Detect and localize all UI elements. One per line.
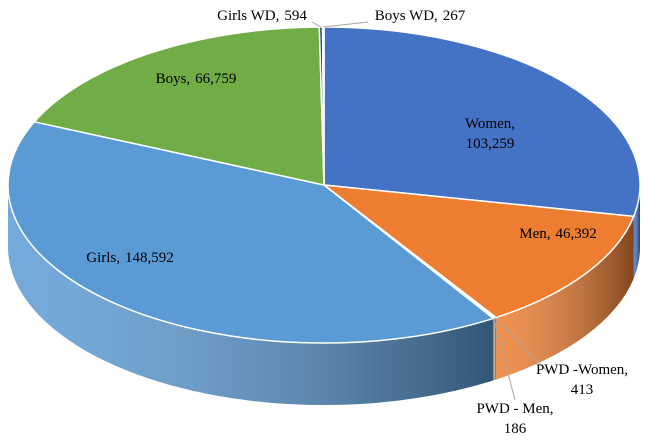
leader-line bbox=[311, 21, 322, 28]
slice-side-shade bbox=[496, 216, 634, 380]
data-label: PWD -Women, 413 bbox=[536, 362, 628, 398]
data-label: Women, 103,259 bbox=[465, 116, 515, 152]
label-separator: , bbox=[276, 8, 280, 24]
data-label: PWD - Men, 186 bbox=[476, 401, 553, 437]
label-value: 267 bbox=[443, 8, 466, 24]
slice-side-shade bbox=[494, 317, 497, 381]
label-value: 186 bbox=[504, 421, 527, 437]
leader-line bbox=[493, 318, 516, 401]
label-value: 413 bbox=[571, 382, 594, 398]
label-category: Girls WD bbox=[217, 8, 276, 24]
leader-line bbox=[494, 317, 549, 373]
slice bbox=[321, 183, 635, 319]
label-value: 103,259 bbox=[466, 136, 515, 152]
slice bbox=[323, 26, 641, 218]
label-category: PWD -Women bbox=[536, 362, 625, 378]
label-category: Women bbox=[465, 116, 512, 132]
label-separator: , bbox=[434, 8, 438, 24]
label-separator: , bbox=[547, 226, 551, 242]
label-category: Men bbox=[519, 226, 547, 242]
leader-line bbox=[323, 21, 369, 28]
label-separator: , bbox=[550, 401, 554, 417]
slice bbox=[7, 120, 495, 344]
data-label: Girls WD, 594 bbox=[217, 8, 307, 24]
label-category: Girls bbox=[86, 250, 116, 266]
label-separator: , bbox=[186, 71, 190, 87]
label-separator: , bbox=[624, 362, 628, 378]
slice-side-shade bbox=[633, 185, 640, 279]
slice bbox=[32, 26, 325, 186]
label-value: 594 bbox=[284, 8, 307, 24]
data-label: Boys WD, 267 bbox=[375, 8, 466, 24]
slice-side-shade bbox=[493, 318, 495, 381]
data-label: Boys, 66,759 bbox=[156, 71, 237, 87]
data-label: Girls, 148,592 bbox=[86, 250, 174, 266]
label-value: 46,392 bbox=[556, 226, 597, 242]
label-category: Boys WD bbox=[375, 8, 434, 24]
label-value: 66,759 bbox=[195, 71, 236, 87]
label-separator: , bbox=[511, 116, 515, 132]
slice-side-shade bbox=[8, 185, 494, 406]
label-separator: , bbox=[116, 250, 120, 266]
data-label: Men, 46,392 bbox=[519, 226, 597, 242]
label-value: 148,592 bbox=[125, 250, 174, 266]
label-category: Boys bbox=[156, 71, 187, 87]
label-category: PWD - Men bbox=[476, 401, 550, 417]
